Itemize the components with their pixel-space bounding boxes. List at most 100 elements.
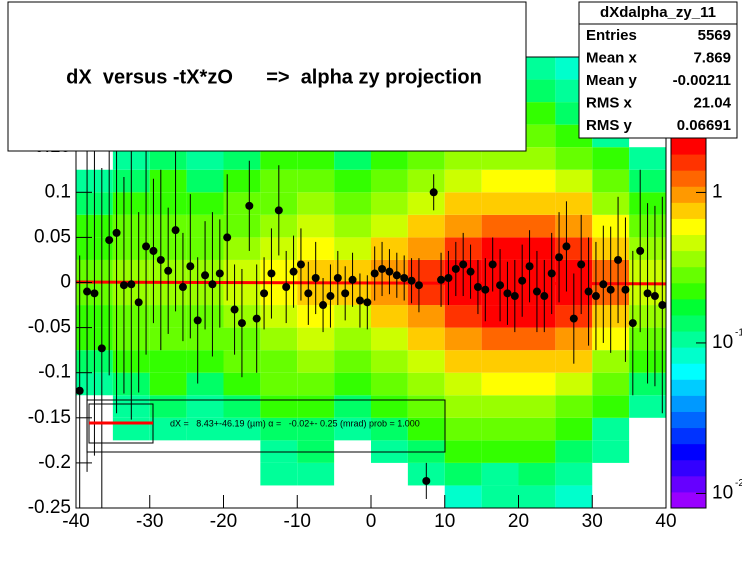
- heatmap-cell: [518, 395, 556, 418]
- profile-point: [444, 273, 453, 282]
- profile-point: [614, 255, 623, 264]
- y-tick-label: 0.1: [45, 181, 71, 202]
- x-tick-label: -10: [284, 511, 311, 532]
- heatmap-cell: [149, 350, 187, 373]
- legend-text: dX = 8.43+-46.19 (µm) α = -0.02+- 0.25 (…: [170, 418, 420, 428]
- heatmap-cell: [260, 462, 298, 486]
- heatmap-cell: [186, 350, 224, 373]
- heatmap-cell: [371, 147, 408, 170]
- heatmap-cell: [149, 417, 187, 441]
- heatmap-cell: [555, 372, 593, 396]
- heatmap-cell: [481, 192, 519, 215]
- heatmap-cell: [186, 395, 224, 418]
- heatmap-cell: [260, 147, 298, 170]
- heatmap-cell: [592, 214, 630, 238]
- heatmap-cell: [444, 417, 482, 441]
- heatmap-cell: [555, 462, 593, 486]
- palette-step: [671, 443, 706, 461]
- heatmap-cell: [444, 214, 482, 238]
- z-tick-label: 1: [712, 181, 723, 202]
- heatmap-cell: [297, 192, 335, 215]
- profile-point: [466, 267, 475, 276]
- profile-point: [230, 305, 239, 314]
- profile-point: [237, 319, 246, 328]
- heatmap-cell: [481, 327, 519, 351]
- profile-point: [510, 292, 519, 301]
- stats-value: 0.06691: [677, 117, 731, 134]
- heatmap-cell: [518, 192, 556, 215]
- heatmap-cell: [592, 350, 630, 373]
- heatmap-cell: [407, 214, 445, 238]
- profile-point: [267, 269, 276, 278]
- heatmap-cell: [297, 305, 335, 328]
- profile-point: [525, 262, 534, 271]
- palette-step: [671, 170, 706, 187]
- profile-point: [164, 266, 173, 275]
- heatmap-cell: [444, 350, 482, 373]
- heatmap-cell: [407, 147, 445, 170]
- heatmap-cell: [444, 305, 482, 328]
- heatmap-cell: [407, 417, 445, 441]
- heatmap-cell: [555, 214, 593, 238]
- heatmap-cell: [518, 214, 556, 238]
- heatmap-cell: [407, 327, 445, 351]
- profile-point: [355, 296, 364, 305]
- heatmap-cell: [371, 192, 408, 215]
- profile-point: [459, 260, 468, 269]
- heatmap-cell: [481, 462, 519, 486]
- profile-point: [540, 292, 549, 301]
- profile-point: [496, 281, 505, 290]
- heatmap-cell: [555, 169, 593, 193]
- profile-point: [341, 289, 350, 298]
- heatmap-cell: [334, 169, 371, 193]
- heatmap-cell: [555, 192, 593, 215]
- x-tick-label: 0: [366, 511, 377, 532]
- heatmap-cell: [223, 395, 261, 418]
- heatmap-cell: [481, 485, 519, 508]
- heatmap-cell: [371, 372, 408, 396]
- heatmap-cell: [297, 350, 335, 373]
- palette-step: [671, 379, 706, 396]
- heatmap-cell: [260, 417, 298, 441]
- heatmap-cell: [112, 417, 150, 441]
- heatmap-cell: [334, 417, 371, 441]
- stats-value: 5569: [698, 27, 731, 44]
- y-tick-label: 0.05: [34, 226, 71, 247]
- y-tick-label: -0.05: [28, 317, 71, 338]
- profile-point: [319, 301, 328, 310]
- profile-point: [481, 285, 490, 294]
- heatmap-cell: [407, 169, 445, 193]
- legend-box: [86, 399, 446, 453]
- profile-point: [186, 262, 195, 271]
- profile-point: [282, 283, 291, 292]
- profile-point: [245, 201, 254, 210]
- profile-point: [304, 289, 313, 298]
- heatmap-cell: [149, 192, 187, 215]
- title-frame: [7, 1, 527, 152]
- heatmap-cell: [223, 169, 261, 193]
- heatmap-cell: [444, 192, 482, 215]
- heatmap-cell: [260, 327, 298, 351]
- profile-point: [503, 289, 512, 298]
- heatmap-cell: [518, 327, 556, 351]
- profile-point: [97, 344, 106, 353]
- heatmap-cell: [518, 57, 556, 80]
- profile-point: [201, 271, 210, 280]
- heatmap-cell: [223, 417, 261, 441]
- stats-name: dXdalpha_zy_11: [600, 4, 716, 21]
- stats-value: 7.869: [693, 49, 731, 66]
- heatmap-cell: [186, 372, 224, 396]
- heatmap-cell: [518, 485, 556, 508]
- heatmap-cell: [297, 327, 335, 351]
- profile-point: [348, 275, 357, 284]
- heatmap-cell: [149, 372, 187, 396]
- heatmap-cell: [481, 440, 519, 463]
- heatmap-cell: [149, 169, 187, 193]
- profile-point: [643, 289, 652, 298]
- heatmap-cell: [629, 395, 666, 418]
- heatmap-cell: [592, 395, 630, 418]
- profile-point: [392, 271, 401, 280]
- heatmap-cell: [334, 327, 371, 351]
- stats-label: Mean y: [586, 72, 638, 89]
